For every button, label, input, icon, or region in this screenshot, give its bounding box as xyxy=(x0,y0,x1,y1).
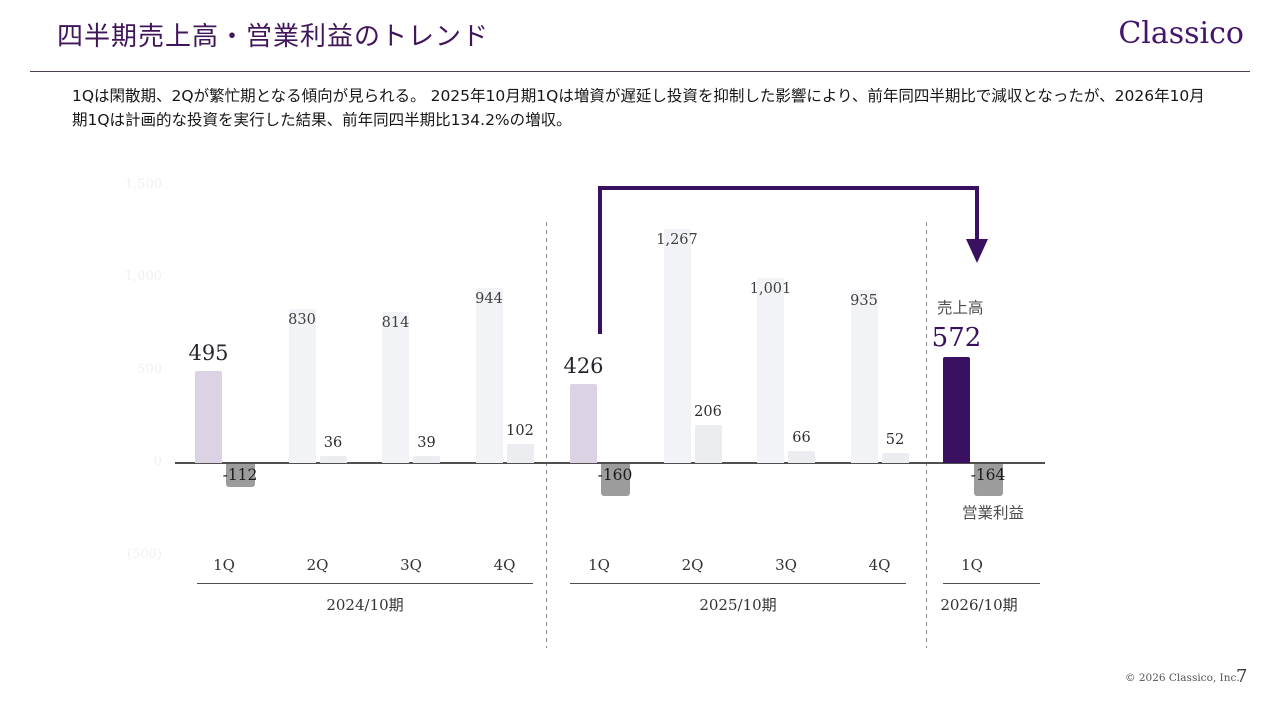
comparison-arrow-top xyxy=(598,186,979,190)
profit-bar xyxy=(788,450,815,463)
fiscal-separator xyxy=(546,222,547,648)
period-label: 2026/10期 xyxy=(940,596,1018,614)
quarter-label: 2Q xyxy=(681,556,704,574)
revenue-bar xyxy=(288,309,316,463)
profit-bar xyxy=(881,453,909,463)
quarter-label: 1Q xyxy=(961,556,983,574)
quarter-label: 3Q xyxy=(775,556,797,574)
revenue-bar xyxy=(943,357,970,463)
page-title: 四半期売上高・営業利益のトレンド xyxy=(57,22,490,52)
revenue-bar xyxy=(663,228,691,463)
profit-bar xyxy=(694,424,722,463)
revenue-bar xyxy=(195,371,222,463)
comparison-arrow-head-icon xyxy=(966,239,988,263)
profit-value-label: -112 xyxy=(222,466,258,484)
revenue-bar xyxy=(475,288,503,463)
profit-value-label: 206 xyxy=(694,403,722,420)
revenue-bar xyxy=(382,312,409,463)
period-label: 2024/10期 xyxy=(326,596,404,614)
fiscal-separator xyxy=(926,222,927,648)
profit-value-label: 66 xyxy=(792,429,811,446)
profit-value-label: 102 xyxy=(506,423,534,440)
revenue-value-label: 830 xyxy=(288,312,316,329)
y-tick-label: 500 xyxy=(137,361,162,377)
profit-bar xyxy=(319,456,347,463)
revenue-series-label: 売上高 xyxy=(937,299,984,317)
quarter-label: 4Q xyxy=(868,556,891,574)
profit-value-label: 52 xyxy=(885,432,905,449)
profit-bar xyxy=(601,464,630,496)
revenue-value-label: 1,001 xyxy=(749,280,792,297)
lead-text: 1Qは閑散期、2Qが繁忙期となる傾向が見られる。 2025年10月期1Qは増資が… xyxy=(72,87,1205,130)
y-tick-label: 1,500 xyxy=(124,176,162,192)
profit-bar xyxy=(974,464,1003,497)
profit-value-label: 36 xyxy=(323,435,343,452)
revenue-value-label: 495 xyxy=(188,341,229,366)
y-tick-label: (500) xyxy=(127,546,162,562)
comparison-arrow-left-leg xyxy=(598,186,602,334)
quarter-label: 1Q xyxy=(588,556,610,574)
header-divider xyxy=(30,71,1250,72)
page-number: 7 xyxy=(1236,666,1248,687)
revenue-bar xyxy=(850,290,878,463)
company-logo: Classico xyxy=(1118,16,1244,51)
copyright: © 2026 Classico, Inc. xyxy=(1125,672,1240,684)
period-underline xyxy=(570,583,906,584)
period-label: 2025/10期 xyxy=(699,596,777,614)
revenue-bar xyxy=(757,277,784,463)
revenue-bar xyxy=(570,384,597,463)
profit-bar xyxy=(226,464,255,487)
profit-value-label: 39 xyxy=(417,434,436,451)
quarter-label: 1Q xyxy=(213,556,235,574)
y-tick-label: 1,000 xyxy=(124,269,162,284)
revenue-value-label: 814 xyxy=(381,315,410,332)
revenue-value-label: 426 xyxy=(563,354,604,379)
period-underline xyxy=(943,583,1040,584)
comparison-arrow-right-leg xyxy=(975,186,979,240)
revenue-value-label: 944 xyxy=(475,291,503,308)
profit-value-label: -164 xyxy=(970,466,1006,484)
quarter-label: 4Q xyxy=(493,556,516,574)
axis-line xyxy=(175,462,1045,464)
revenue-value-label: 1,267 xyxy=(656,231,698,248)
revenue-value-label: 572 xyxy=(931,323,982,354)
period-underline xyxy=(197,583,533,584)
y-tick-label: 0 xyxy=(153,454,162,469)
profit-bar xyxy=(506,444,534,463)
quarter-label: 3Q xyxy=(400,556,422,574)
profit-bar xyxy=(413,455,440,463)
profit-value-label: -160 xyxy=(597,466,633,484)
quarter-label: 2Q xyxy=(306,556,329,574)
revenue-value-label: 935 xyxy=(850,293,878,310)
profit-series-label: 営業利益 xyxy=(962,504,1025,522)
